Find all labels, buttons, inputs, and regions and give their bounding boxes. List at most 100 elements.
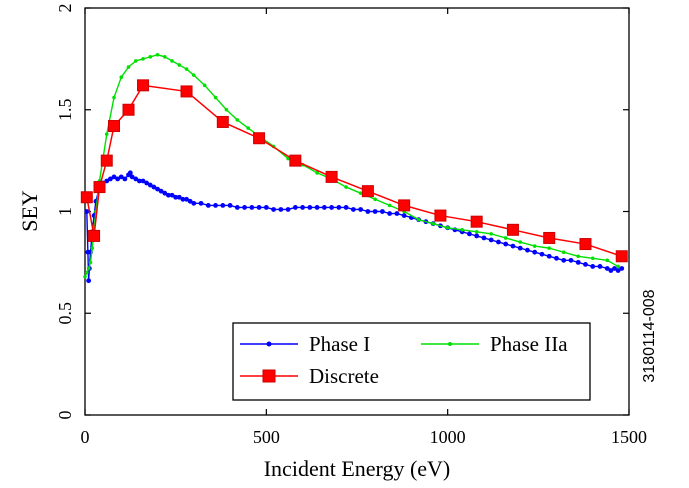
data-point	[506, 223, 519, 236]
data-point	[180, 196, 186, 202]
data-point	[83, 274, 87, 279]
figure-id: 3180114-008	[641, 289, 658, 382]
data-point	[576, 254, 581, 259]
y-tick-label: 0	[55, 411, 75, 420]
legend-box	[232, 322, 591, 401]
data-point	[336, 205, 342, 210]
data-point	[86, 278, 92, 284]
data-point	[88, 260, 93, 265]
data-point	[517, 245, 523, 251]
data-point	[86, 266, 91, 271]
data-point	[158, 188, 164, 194]
data-point	[488, 237, 494, 243]
data-point	[547, 246, 552, 250]
data-point	[554, 255, 559, 261]
data-point	[460, 228, 464, 232]
x-tick-label: 0	[81, 427, 90, 447]
data-point	[590, 256, 595, 261]
data-point	[431, 221, 435, 226]
data-point	[361, 185, 374, 198]
data-point	[187, 198, 193, 204]
data-point	[604, 266, 610, 271]
data-point	[227, 202, 233, 208]
data-point	[88, 229, 101, 242]
data-point	[496, 239, 501, 245]
data-point	[372, 209, 378, 214]
data-point	[481, 235, 487, 241]
data-point	[321, 205, 327, 210]
series-line	[86, 84, 622, 257]
y-tick-label: 1	[55, 207, 75, 216]
data-point	[133, 176, 139, 182]
data-point	[112, 95, 116, 100]
data-point	[224, 107, 229, 112]
data-point	[198, 200, 204, 206]
series-layer	[80, 53, 628, 284]
data-point	[358, 207, 364, 212]
data-point	[300, 205, 305, 210]
data-point	[184, 67, 189, 71]
data-point	[358, 191, 363, 195]
legend-entry-phase-1: Phase I	[240, 332, 370, 356]
data-point	[122, 103, 135, 116]
data-point	[256, 205, 262, 210]
data-point	[192, 73, 196, 77]
data-point	[122, 176, 128, 182]
data-point	[470, 215, 483, 228]
data-point	[253, 132, 266, 145]
legend-label-phase-2a: Phase IIa	[490, 332, 568, 356]
data-point	[579, 238, 592, 251]
data-point	[170, 59, 174, 63]
data-point	[127, 170, 133, 176]
data-point	[532, 249, 538, 255]
data-point	[242, 205, 247, 210]
data-point	[387, 203, 392, 208]
data-point	[510, 243, 516, 249]
data-point	[177, 63, 182, 67]
data-point	[85, 270, 89, 275]
data-point	[119, 75, 124, 79]
data-point	[379, 209, 385, 214]
data-point	[329, 205, 335, 210]
data-point	[108, 120, 121, 133]
data-point	[434, 209, 447, 222]
data-point	[118, 174, 124, 180]
series-discrete	[80, 79, 628, 263]
data-point	[568, 257, 574, 263]
data-point	[597, 264, 603, 269]
data-point	[213, 95, 218, 100]
data-point	[532, 244, 537, 248]
data-point	[220, 202, 226, 208]
data-point	[590, 264, 596, 269]
data-point	[104, 178, 110, 184]
legend-entry-discrete: Discrete	[240, 364, 379, 388]
data-point	[162, 190, 168, 196]
data-point	[162, 55, 167, 59]
data-point	[155, 186, 160, 192]
data-point	[616, 264, 620, 269]
data-point	[525, 247, 530, 253]
data-point	[518, 240, 522, 244]
data-point	[126, 65, 131, 69]
data-point	[286, 156, 290, 161]
data-point	[416, 217, 421, 222]
data-point	[285, 207, 291, 212]
y-tick-label: 2	[55, 4, 75, 13]
data-point	[561, 257, 567, 263]
data-point	[373, 197, 377, 202]
data-point	[80, 191, 93, 204]
data-point	[107, 176, 113, 182]
data-point	[263, 205, 269, 210]
series-phase-i	[84, 170, 625, 284]
data-point	[489, 232, 493, 236]
data-point	[401, 213, 407, 218]
data-point	[575, 259, 581, 265]
data-point	[140, 178, 146, 184]
legend: Phase I Phase IIa Discrete	[232, 322, 591, 401]
data-point	[605, 258, 610, 263]
legend-label-discrete: Discrete	[309, 364, 379, 388]
x-tick-label: 500	[253, 427, 280, 447]
data-point	[474, 230, 479, 234]
y-axis-title: SEY	[17, 190, 42, 232]
